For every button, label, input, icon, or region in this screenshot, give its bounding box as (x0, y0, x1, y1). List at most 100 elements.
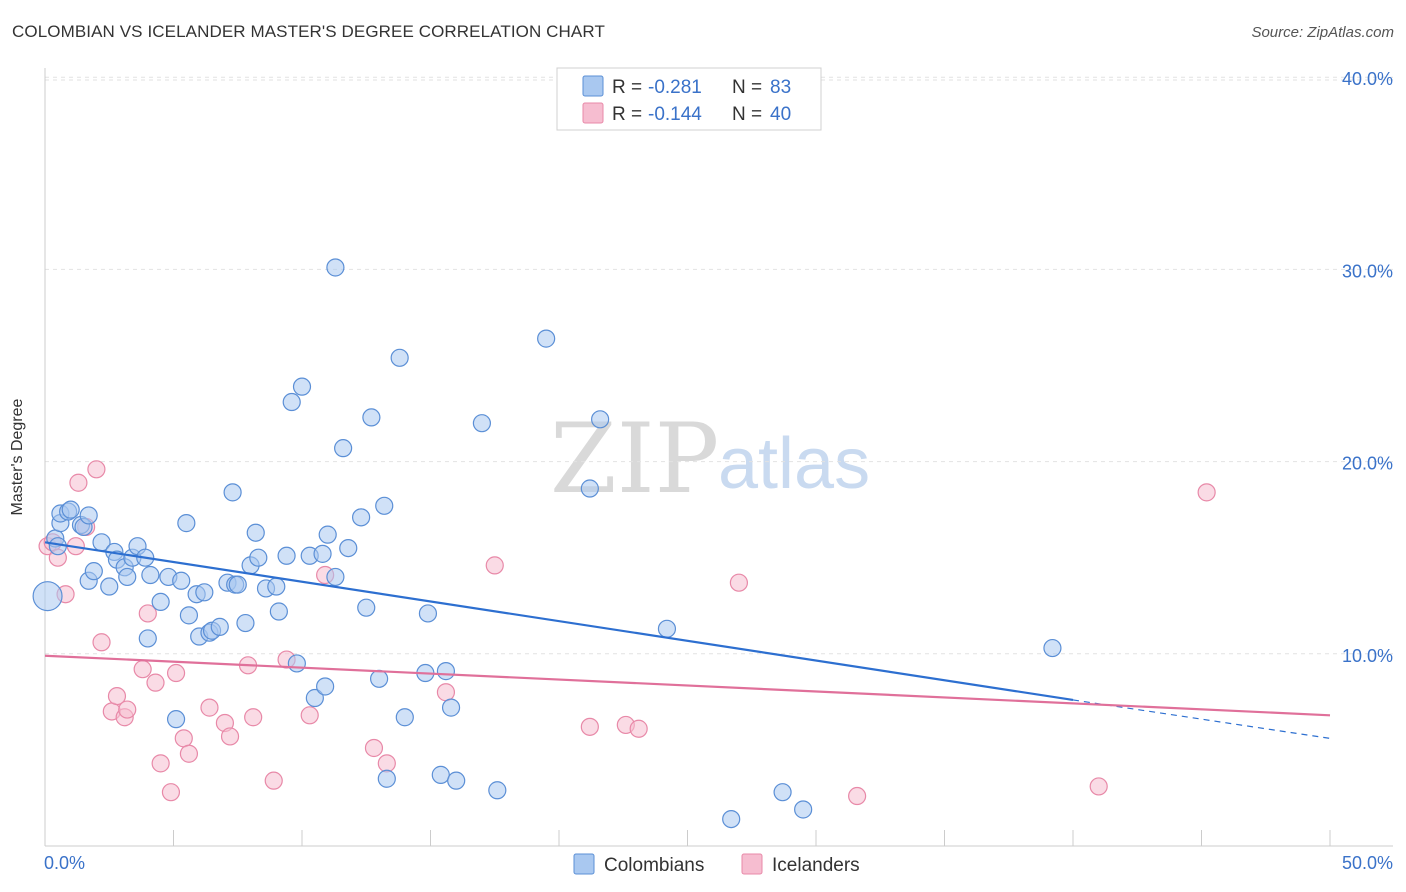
data-point (377, 754, 396, 773)
data-point (794, 800, 813, 819)
data-point (236, 613, 255, 633)
data-point (118, 700, 137, 719)
data-point (580, 717, 599, 736)
data-point (179, 606, 199, 625)
data-point (370, 669, 389, 688)
data-point (447, 771, 466, 790)
data-point (141, 565, 160, 585)
data-point (485, 556, 504, 575)
data-point (107, 686, 127, 706)
data-point (287, 654, 306, 673)
legend-r-label: R = (612, 104, 642, 125)
chart-title: COLOMBIAN VS ICELANDER MASTER'S DEGREE C… (12, 22, 605, 41)
data-point (195, 583, 214, 602)
data-point (146, 673, 165, 692)
data-point (395, 708, 414, 727)
data-point (210, 617, 229, 636)
legend-n-label: N = (732, 104, 762, 125)
watermark: ZIP atlas (550, 403, 870, 515)
legend-swatch-icelanders (741, 853, 763, 875)
data-point (249, 548, 268, 567)
data-point (166, 710, 186, 729)
y-tick-label: 20.0% (1342, 454, 1393, 474)
data-point (375, 496, 394, 515)
watermark-atlas: atlas (718, 424, 870, 504)
data-point (591, 410, 610, 429)
data-point (118, 567, 137, 587)
data-point (277, 546, 296, 565)
data-point (313, 544, 332, 563)
data-point (151, 754, 170, 773)
legend-n-value: 83 (770, 77, 791, 98)
icelanders-trend-line (44, 654, 1331, 717)
data-point (151, 592, 170, 612)
legend-label-colombians: Colombians (604, 855, 704, 876)
data-point (138, 629, 157, 648)
legend-r-label: R = (612, 77, 642, 98)
legend-n-value: 40 (770, 104, 791, 125)
legend-r-value: -0.144 (648, 104, 702, 125)
legend-r-value: -0.281 (648, 77, 702, 98)
data-point (264, 771, 283, 790)
data-point (177, 514, 196, 533)
data-point (223, 483, 242, 502)
data-point (228, 575, 247, 594)
data-point (179, 744, 199, 763)
legend-swatch-colombians (573, 853, 595, 875)
data-point (357, 598, 376, 617)
data-point (1043, 638, 1062, 658)
axes (44, 68, 1393, 847)
data-point (537, 329, 556, 348)
colombians-trend-line (44, 541, 1074, 702)
series-legend: Colombians Icelanders (573, 853, 860, 876)
data-point (441, 698, 461, 717)
data-point (848, 786, 867, 806)
data-point (267, 577, 286, 596)
data-point (629, 719, 648, 738)
data-point (729, 573, 749, 592)
data-point (316, 677, 335, 696)
data-point (326, 258, 345, 277)
data-point (472, 414, 491, 433)
data-point (352, 508, 371, 527)
data-point (488, 781, 507, 800)
data-point (418, 604, 438, 623)
data-point (100, 577, 119, 596)
data-point (61, 500, 80, 519)
data-point (1197, 483, 1216, 502)
grid-lines: 10.0% 20.0% 30.0% 40.0% (45, 69, 1393, 666)
legend-swatch-icelanders (582, 102, 604, 124)
data-point (138, 604, 157, 623)
data-point (436, 683, 456, 702)
data-point (200, 698, 219, 717)
data-point (87, 460, 106, 479)
data-point (1089, 777, 1108, 796)
data-point (220, 727, 240, 746)
data-point (282, 392, 301, 412)
legend-swatch-colombians (582, 75, 604, 97)
data-point (133, 660, 152, 679)
legend-label-icelanders: Icelanders (772, 855, 860, 876)
data-point (364, 738, 384, 758)
data-point (326, 567, 345, 587)
data-point (339, 538, 358, 558)
data-point (92, 633, 111, 652)
data-point (32, 581, 63, 612)
data-point (292, 377, 312, 396)
x-tick-label-min: 0.0% (44, 853, 85, 873)
data-point (269, 602, 288, 621)
data-point (161, 783, 181, 802)
y-tick-label: 30.0% (1342, 261, 1393, 281)
data-point (318, 525, 337, 544)
data-point (722, 809, 741, 829)
data-point (246, 523, 265, 542)
data-point (377, 769, 396, 788)
data-point (390, 348, 409, 367)
data-point (84, 562, 103, 581)
data-point (79, 506, 98, 525)
x-tick-label-max: 50.0% (1342, 853, 1393, 873)
trend-lines (44, 541, 1331, 739)
data-point (305, 688, 324, 708)
stats-legend: R = -0.281 N = 83 R = -0.144 N = 40 (556, 67, 822, 131)
